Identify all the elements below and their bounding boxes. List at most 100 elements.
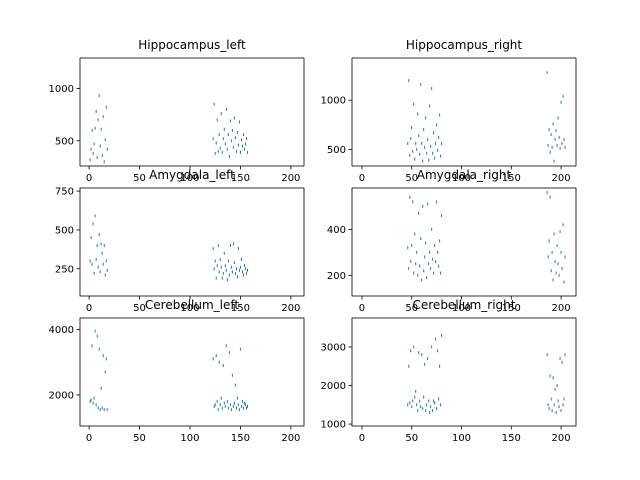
data-point — [102, 407, 103, 410]
data-point — [216, 141, 217, 144]
data-point — [220, 147, 221, 150]
data-point — [559, 405, 560, 408]
data-point — [230, 244, 231, 247]
data-point — [218, 244, 219, 247]
data-point — [239, 269, 240, 272]
data-point — [436, 200, 437, 203]
data-point — [427, 357, 428, 360]
x-tick-label: 200 — [281, 433, 300, 444]
data-point — [247, 269, 248, 272]
data-point — [429, 251, 430, 254]
data-point — [415, 390, 416, 393]
data-point — [91, 398, 92, 401]
data-point — [410, 349, 411, 352]
data-point — [433, 399, 434, 402]
data-point — [229, 155, 230, 158]
data-point — [94, 272, 95, 275]
data-point — [214, 267, 215, 270]
data-point — [413, 103, 414, 106]
data-point — [431, 228, 432, 231]
axes-frame — [80, 318, 304, 426]
data-point — [240, 266, 241, 269]
x-tick-label: 0 — [359, 173, 365, 184]
data-point — [98, 407, 99, 410]
x-tick-label: 150 — [502, 433, 521, 444]
y-tick-label: 500 — [55, 136, 74, 147]
data-point — [547, 353, 548, 356]
data-point — [104, 244, 105, 247]
data-point — [244, 402, 245, 405]
data-point — [217, 400, 218, 403]
data-point — [102, 252, 103, 255]
subplot-1: 0 50 100 150 200 500 1000 Hippocampus_left — [49, 38, 304, 184]
data-point — [213, 247, 214, 250]
data-point — [230, 403, 231, 406]
data-point — [106, 260, 107, 263]
data-point — [226, 108, 227, 111]
x-tick-label: 50 — [133, 433, 146, 444]
data-point — [94, 142, 95, 145]
data-point — [94, 397, 95, 400]
data-point — [548, 144, 549, 147]
data-point — [95, 127, 96, 130]
data-point — [106, 357, 107, 360]
data-point — [93, 402, 94, 405]
data-point — [412, 200, 413, 203]
data-point — [223, 137, 224, 140]
data-point — [437, 149, 438, 152]
data-point — [426, 403, 427, 406]
data-point — [232, 374, 233, 377]
data-point — [100, 145, 101, 148]
data-point — [228, 260, 229, 263]
data-point — [419, 399, 420, 402]
data-point — [217, 118, 218, 121]
data-point — [426, 276, 427, 279]
data-point — [437, 349, 438, 352]
data-point — [438, 136, 439, 139]
data-point — [551, 269, 552, 272]
axes-frame — [352, 188, 576, 296]
x-tick-label: 100 — [452, 433, 471, 444]
data-point — [429, 105, 430, 108]
data-point — [96, 110, 97, 113]
x-tick-label: 0 — [359, 433, 365, 444]
data-point — [422, 160, 423, 163]
data-point — [103, 354, 104, 357]
data-point — [408, 267, 409, 270]
data-point — [416, 403, 417, 406]
data-point — [216, 277, 217, 280]
axes-frame — [80, 188, 304, 296]
data-point — [228, 133, 229, 136]
y-tick-label: 2000 — [49, 390, 74, 401]
data-point — [245, 142, 246, 145]
data-point — [101, 128, 102, 131]
data-point — [434, 401, 435, 404]
data-point — [96, 403, 97, 406]
data-point — [104, 160, 105, 163]
data-point — [432, 409, 433, 412]
data-point — [219, 361, 220, 364]
data-point — [416, 148, 417, 151]
data-point — [228, 407, 229, 410]
data-point — [233, 242, 234, 245]
data-point — [408, 365, 409, 368]
subplot-title: Cerebellum_left — [145, 298, 240, 312]
subplot-5: 0 50 100 150 20020004000Cerebellum_left — [49, 298, 304, 444]
data-point — [550, 196, 551, 199]
data-point — [560, 230, 561, 233]
data-point — [233, 146, 234, 149]
subplot-title: Cerebellum_right — [413, 298, 516, 312]
y-tick-label: 4000 — [49, 325, 74, 336]
data-point — [243, 407, 244, 410]
data-point — [411, 244, 412, 247]
series-1 — [407, 334, 565, 414]
data-point — [101, 387, 102, 390]
data-point — [91, 236, 92, 239]
data-point — [407, 142, 408, 145]
data-point — [418, 351, 419, 354]
data-point — [441, 142, 442, 145]
data-point — [246, 137, 247, 140]
data-point — [436, 123, 437, 126]
data-point — [426, 152, 427, 155]
